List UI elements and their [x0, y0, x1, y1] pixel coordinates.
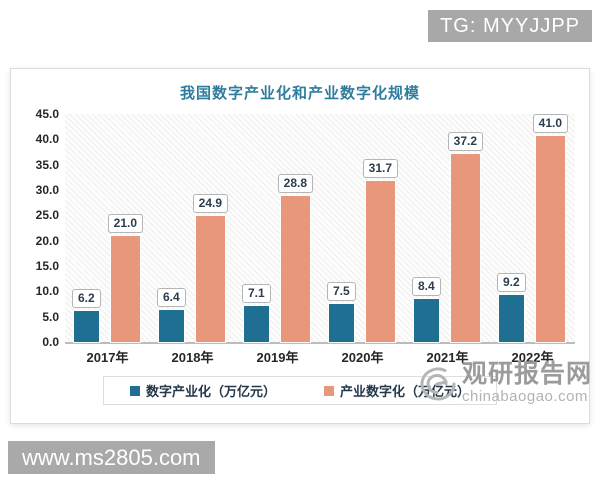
bar-with-label: 6.4	[156, 114, 186, 343]
site-watermark-badge: www.ms2805.com	[8, 441, 215, 474]
bar-group: 7.1 28.8	[241, 114, 314, 343]
chart-title: 我国数字产业化和产业数字化规模	[179, 85, 420, 102]
bar-with-label: 6.2	[71, 114, 101, 343]
bar	[497, 294, 525, 343]
value-label: 37.2	[447, 132, 484, 151]
bar	[364, 180, 396, 343]
x-axis: 2017年 2018年 2019年 2020年 2021年 2022年	[65, 347, 575, 366]
legend-label: 产业数字化（万亿元）	[340, 384, 471, 399]
bar	[157, 309, 185, 343]
value-label: 28.8	[277, 174, 314, 193]
x-tick-label: 2018年	[171, 350, 214, 365]
y-tick-label: 30.0	[35, 183, 59, 197]
bar	[449, 153, 481, 343]
bar-group: 6.4 24.9	[156, 114, 229, 343]
legend-label: 数字产业化（万亿元）	[145, 384, 276, 399]
legend: 数字产业化（万亿元） 产业数字化（万亿元）	[102, 376, 498, 405]
bar	[72, 310, 100, 343]
bar-with-label: 28.8	[277, 114, 314, 343]
chart-body: 45.0 40.0 35.0 30.0 25.0 20.0 15.0 10.0 5.0 0.0 6…	[17, 107, 575, 349]
bar-with-label: 31.7	[362, 114, 399, 343]
y-tick-label: 45.0	[35, 107, 59, 121]
bar	[194, 215, 226, 343]
bar-group: 8.4 37.2	[411, 114, 484, 343]
bar-with-label: 24.9	[192, 114, 229, 343]
bar-with-label: 21.0	[107, 114, 144, 343]
x-tick-label: 2019年	[256, 350, 299, 365]
x-tick-label: 2017年	[86, 350, 129, 365]
value-label: 8.4	[411, 277, 441, 296]
value-label: 7.1	[241, 284, 271, 303]
bar	[279, 195, 311, 343]
plot-area: 6.2 21.0 6.4 24.9 7.1 28.8 7.5 31.7 8.4 37.2 9.2 41…	[65, 114, 575, 344]
bar	[327, 303, 355, 343]
bar	[412, 298, 440, 343]
chart-card: 我国数字产业化和产业数字化规模 45.0 40.0 35.0 30.0 25.0 20.0…	[10, 68, 591, 424]
bar	[534, 135, 566, 343]
legend-swatch-icon	[129, 385, 140, 396]
y-tick-label: 20.0	[35, 233, 59, 248]
value-label: 24.9	[192, 194, 229, 213]
bar	[242, 305, 270, 343]
y-axis: 45.0 40.0 35.0 30.0 25.0 20.0 15.0 10.0 5.0 0.0	[17, 107, 65, 349]
bar-with-label: 8.4	[411, 114, 441, 343]
bar-group: 7.5 31.7	[326, 114, 399, 343]
bar-with-label: 7.5	[326, 114, 356, 343]
bar-group: 9.2 41.0	[496, 114, 569, 343]
value-label: 6.4	[156, 288, 186, 307]
value-label: 6.2	[71, 289, 101, 308]
bar-group: 6.2 21.0	[71, 114, 144, 343]
x-tick-label: 2021年	[426, 350, 469, 365]
value-label: 7.5	[326, 282, 356, 301]
bar-with-label: 41.0	[532, 114, 569, 343]
y-tick-label: 15.0	[35, 259, 59, 273]
y-tick-label: 10.0	[35, 284, 59, 299]
bar-with-label: 9.2	[496, 114, 526, 343]
value-label: 41.0	[532, 114, 569, 133]
bar-groups: 6.2 21.0 6.4 24.9 7.1 28.8 7.5 31.7 8.4 37.2 9.2 41…	[65, 114, 575, 343]
y-tick-label: 25.0	[35, 208, 59, 223]
legend-item: 数字产业化（万亿元）	[129, 381, 276, 400]
y-tick-label: 40.0	[35, 132, 59, 147]
y-tick-label: 0.0	[42, 335, 59, 349]
bar-with-label: 7.1	[241, 114, 271, 343]
x-tick-label: 2022年	[511, 350, 554, 365]
bar-with-label: 37.2	[447, 114, 484, 343]
y-tick-label: 35.0	[35, 157, 59, 172]
value-label: 31.7	[362, 159, 399, 178]
tg-watermark-badge: TG: MYYJJPP	[428, 10, 592, 42]
legend-item: 产业数字化（万亿元）	[324, 381, 470, 400]
x-tick-label: 2020年	[341, 350, 384, 365]
value-label: 21.0	[107, 214, 144, 233]
y-tick-label: 5.0	[42, 309, 59, 324]
value-label: 9.2	[496, 273, 526, 292]
legend-swatch-icon	[324, 385, 334, 396]
bar	[109, 235, 141, 343]
